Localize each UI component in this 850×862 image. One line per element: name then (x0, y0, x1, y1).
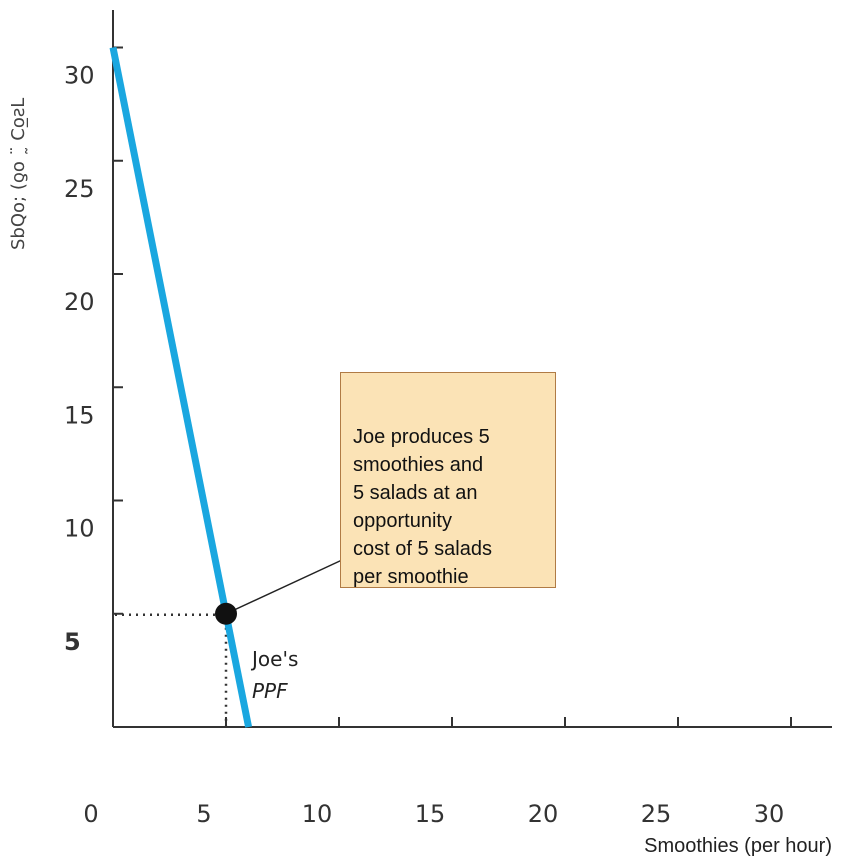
y-tick-labels: 5 10 15 20 25 30 (64, 62, 95, 656)
y-tick-label: 5 (64, 628, 81, 656)
x-tick-label: 15 (415, 800, 446, 828)
y-tick-label: 10 (64, 515, 95, 543)
y-tick-label: 25 (64, 175, 95, 203)
x-tick-label: 0 (83, 800, 98, 828)
y-tick-label: 20 (64, 288, 95, 316)
annotation-callout: Joe produces 5 smoothies and 5 salads at… (340, 372, 556, 588)
x-tick-label: 25 (641, 800, 672, 828)
x-tick-label: 5 (196, 800, 211, 828)
ppf-label-line1: Joe's (250, 647, 298, 671)
y-tick-label: 30 (64, 62, 95, 90)
highlight-point (215, 602, 237, 625)
x-tick-labels: 0 5 10 15 20 25 30 (83, 800, 784, 828)
y-tick-label: 15 (64, 401, 95, 429)
callout-connector (225, 559, 343, 615)
x-tick-label: 20 (528, 800, 559, 828)
ppf-label-line2: PPF (252, 679, 288, 703)
x-tick-label: 10 (302, 800, 333, 828)
guide-lines (115, 613, 228, 727)
annotation-line: smoothies and (353, 454, 484, 476)
y-axis-ghost-text: SbQo; (ƍo ˷̈ Co̲ƨL (8, 98, 29, 250)
annotation-line: per smoothie (353, 566, 469, 588)
annotation-line: opportunity (353, 510, 452, 532)
x-axis-title: Smoothies (per hour) (644, 835, 832, 857)
annotation-line: Joe produces 5 (353, 426, 490, 448)
series-group (109, 46, 343, 728)
annotation-line: cost of 5 salads (353, 538, 492, 560)
x-tick-label: 30 (754, 800, 785, 828)
annotation-line: 5 salads at an (353, 482, 478, 504)
axes (112, 10, 832, 728)
ppf-line (109, 46, 253, 728)
